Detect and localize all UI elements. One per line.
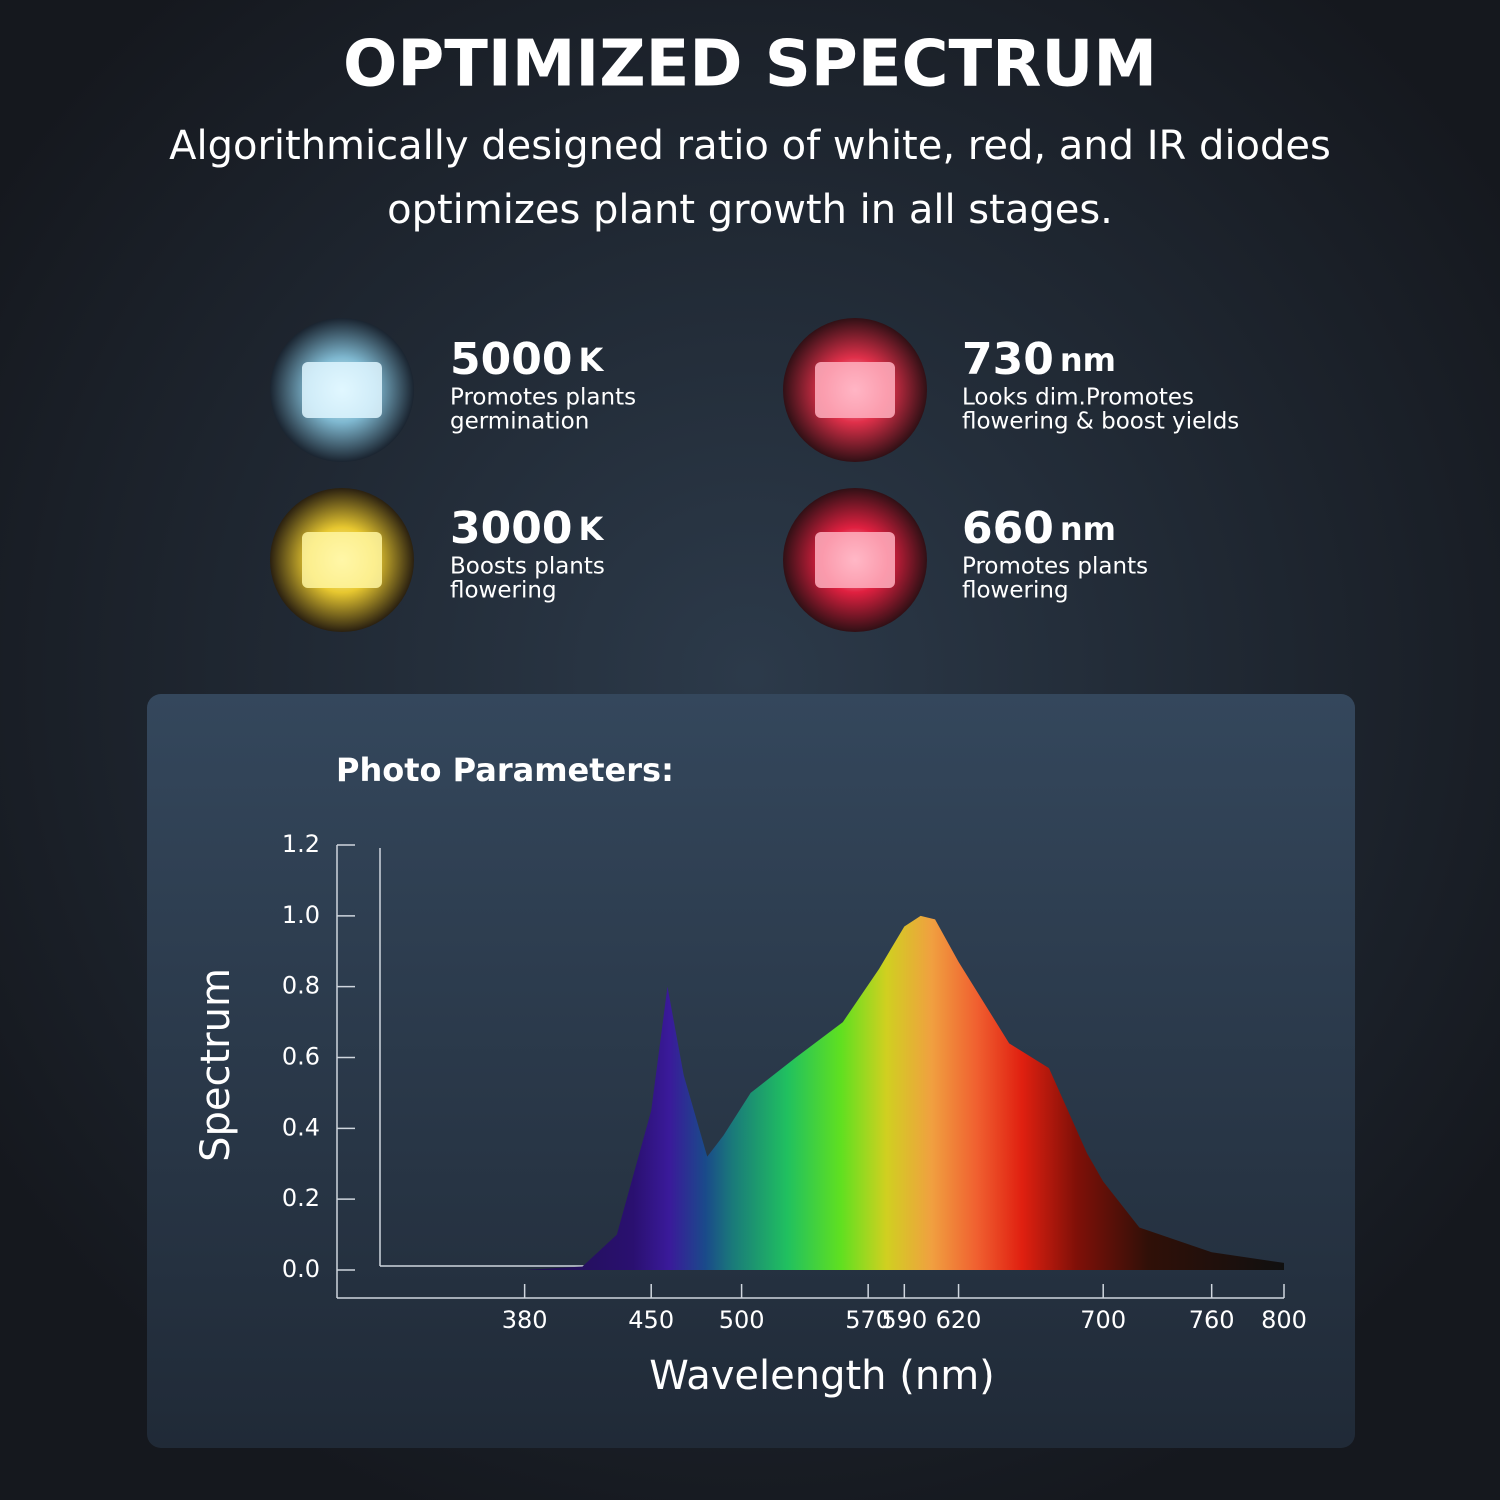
spectrum-area <box>524 915 1284 1270</box>
feature-description: flowering <box>450 578 557 604</box>
unit: K <box>578 510 604 548</box>
y-tick-label: 0.6 <box>282 1043 320 1071</box>
chip <box>815 532 895 588</box>
title: OPTIMIZED SPECTRUM <box>343 28 1157 102</box>
y-tick-label: 0.4 <box>282 1113 320 1141</box>
x-axis-label: Wavelength (nm) <box>649 1353 995 1399</box>
feature-value: 730 nm <box>962 334 1116 385</box>
feature-description: flowering <box>962 578 1069 604</box>
value: 5000 <box>450 334 572 385</box>
feature-value: 3000 K <box>450 503 604 554</box>
value: 660 <box>962 503 1054 554</box>
value: 730 <box>962 334 1054 385</box>
feature-description: Promotes plants <box>450 385 636 411</box>
value: 3000 <box>450 503 572 554</box>
subtitle: Algorithmically designed ratio of white,… <box>169 123 1331 169</box>
y-axis-label: Spectrum <box>193 968 239 1162</box>
feature-description: germination <box>450 409 589 435</box>
feature-description: flowering & boost yields <box>962 409 1239 435</box>
x-tick-label: 570 <box>845 1306 891 1334</box>
chip <box>302 532 382 588</box>
y-tick-label: 0.2 <box>282 1184 320 1212</box>
x-tick-label: 800 <box>1261 1306 1307 1334</box>
feature-icons <box>270 318 927 632</box>
chip <box>815 362 895 418</box>
y-tick-label: 1.2 <box>282 830 320 858</box>
x-tick-label: 620 <box>936 1306 982 1334</box>
feature-description: Looks dim.Promotes <box>962 385 1194 411</box>
x-tick-label: 500 <box>719 1306 765 1334</box>
unit: K <box>578 341 604 379</box>
x-tick-label: 590 <box>881 1306 927 1334</box>
x-tick-label: 380 <box>502 1306 548 1334</box>
chip <box>302 362 382 418</box>
chart-panel <box>147 694 1355 1448</box>
y-tick-label: 0.0 <box>282 1255 320 1283</box>
unit: nm <box>1060 510 1116 548</box>
chart-title: Photo Parameters: <box>336 751 674 789</box>
x-tick-label: 450 <box>628 1306 674 1334</box>
subtitle: optimizes plant growth in all stages. <box>387 187 1113 233</box>
y-tick-label: 1.0 <box>282 901 320 929</box>
y-tick-label: 0.8 <box>282 972 320 1000</box>
x-tick-label: 700 <box>1080 1306 1126 1334</box>
feature-description: Promotes plants <box>962 554 1148 580</box>
feature-description: Boosts plants <box>450 554 605 580</box>
feature-value: 660 nm <box>962 503 1116 554</box>
feature-value: 5000 K <box>450 334 604 385</box>
unit: nm <box>1060 341 1116 379</box>
x-tick-label: 760 <box>1189 1306 1235 1334</box>
